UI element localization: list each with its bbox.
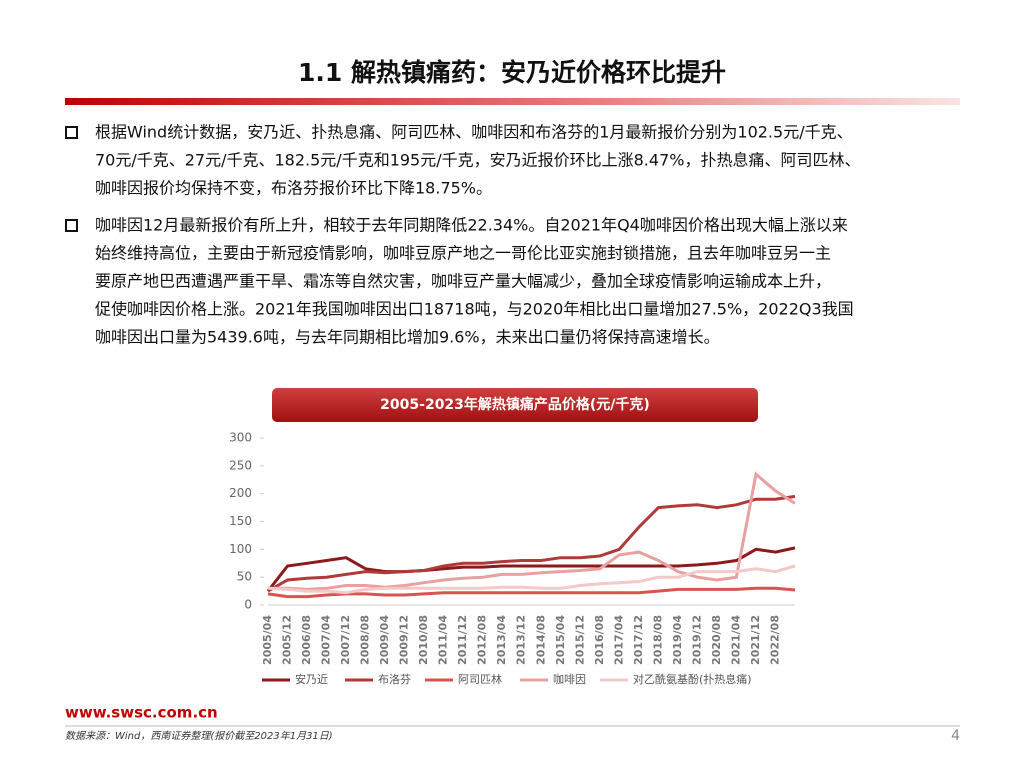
y-tick-label: 50 xyxy=(237,570,252,584)
x-tick-label: 2009/04 xyxy=(378,615,391,665)
y-tick-label: 250 xyxy=(229,458,252,472)
bullet-marker xyxy=(65,219,78,232)
x-tick-label: 2017/04 xyxy=(612,615,625,665)
x-tick-label: 2018/08 xyxy=(651,615,664,665)
legend-label: 对乙酰氨基酚(扑热息痛) xyxy=(633,672,752,686)
y-tick-label: 0 xyxy=(244,598,252,612)
y-tick-label: 300 xyxy=(229,431,252,445)
x-tick-label: 2014/08 xyxy=(534,615,547,665)
x-tick-label: 2007/12 xyxy=(339,615,352,665)
bullet-text: 促使咖啡因价格上涨。2021年我国咖啡因出口18718吨，与2020年相比出口量… xyxy=(95,300,854,319)
bullet-text: 根据Wind统计数据，安乃近、扑热息痛、阿司匹林、咖啡因和布洛芬的1月最新报价分… xyxy=(95,123,853,142)
x-tick-label: 2008/08 xyxy=(359,615,372,665)
x-tick-label: 2007/04 xyxy=(320,615,333,665)
x-tick-label: 2009/12 xyxy=(398,615,411,665)
bullet-text: 70元/千克、27元/千克、182.5元/千克和195元/千克，安乃近报价环比上… xyxy=(95,151,860,170)
chart-title: 2005-2023年解热镇痛产品价格(元/千克) xyxy=(380,396,650,413)
series-line xyxy=(268,471,796,591)
x-tick-label: 2019/12 xyxy=(690,615,703,665)
x-tick-label: 2011/04 xyxy=(437,615,450,665)
y-tick-label: 200 xyxy=(229,486,252,500)
x-tick-label: 2021/04 xyxy=(729,615,742,665)
x-tick-label: 2021/12 xyxy=(749,615,762,665)
bullet-text: 要原产地巴西遭遇严重干旱、霜冻等自然灾害，咖啡豆产量大幅减少，叠加全球疫情影响运… xyxy=(95,272,831,291)
x-tick-label: 2005/04 xyxy=(261,615,274,665)
x-tick-label: 2011/12 xyxy=(456,615,469,665)
x-tick-label: 2017/12 xyxy=(632,615,645,665)
bullet-text: 咖啡因12月最新报价有所上升，相较于去年同期降低22.34%。自2021年Q4咖… xyxy=(95,216,848,235)
bullet-text: 咖啡因报价均保持不变，布洛芬报价环比下降18.75%。 xyxy=(95,179,492,198)
x-tick-label: 2013/12 xyxy=(515,615,528,665)
y-tick-label: 150 xyxy=(229,514,252,528)
title-bar xyxy=(65,98,960,105)
bullet-text: 咖啡因出口量为5439.6吨，与去年同期相比增加9.6%，未来出口量仍将保持高速… xyxy=(95,328,720,347)
x-tick-label: 2019/04 xyxy=(671,615,684,665)
x-tick-label: 2015/12 xyxy=(573,615,586,665)
x-tick-label: 2022/08 xyxy=(768,615,781,665)
legend-label: 咖啡因 xyxy=(553,672,586,686)
x-tick-label: 2010/08 xyxy=(417,615,430,665)
series-line xyxy=(267,494,796,593)
x-tick-label: 2013/04 xyxy=(495,615,508,665)
source: 数据来源：Wind，西南证券整理(报价截至2023年1月31日) xyxy=(65,730,333,742)
x-tick-label: 2005/12 xyxy=(281,615,294,665)
series-line xyxy=(267,564,796,595)
bullet-marker xyxy=(65,126,78,139)
chart-title-badge xyxy=(272,388,758,422)
legend-label: 安乃近 xyxy=(295,672,328,686)
legend-label: 阿司匹林 xyxy=(458,672,502,686)
x-tick-label: 2016/08 xyxy=(593,615,606,665)
slide-title: 1.1 解热镇痛药：安乃近价格环比提升 xyxy=(298,58,726,87)
x-tick-label: 2006/08 xyxy=(300,615,313,665)
y-tick-label: 100 xyxy=(229,542,252,556)
x-tick-label: 2012/08 xyxy=(476,615,489,665)
bullet-text: 始终维持高位，主要由于新冠疫情影响，咖啡豆原产地之一哥伦比亚实施封锁措施，且去年… xyxy=(95,244,831,263)
legend-label: 布洛芬 xyxy=(378,672,411,686)
series-line xyxy=(267,586,796,599)
page-number: 4 xyxy=(951,728,960,744)
x-tick-label: 2020/08 xyxy=(710,615,723,665)
x-tick-label: 2015/04 xyxy=(554,615,567,665)
site: www.swsc.com.cn xyxy=(65,704,218,722)
series-line xyxy=(266,546,796,593)
